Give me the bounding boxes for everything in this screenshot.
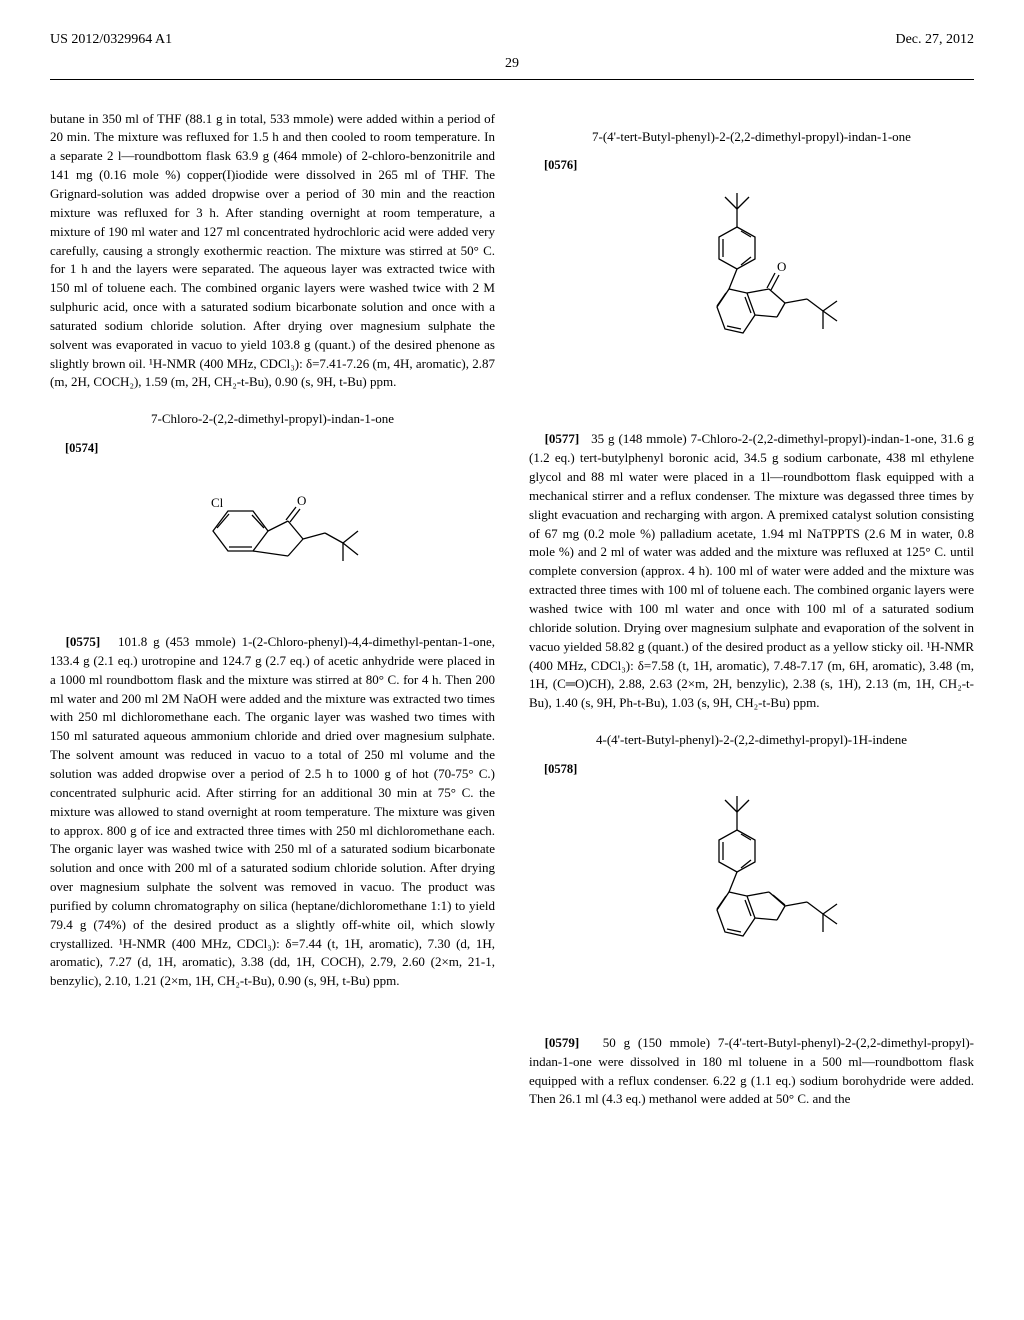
publication-date: Dec. 27, 2012 (895, 30, 974, 50)
compound-title-2: 7-(4'-tert-Butyl-phenyl)-2-(2,2-dimethyl… (529, 128, 974, 147)
para-0579-text: 50 g (150 mmole) 7-(4'-tert-Butyl-phenyl… (529, 1035, 974, 1107)
svg-text:O: O (777, 259, 786, 274)
structure-0576: O (529, 189, 974, 415)
para-num-0579: [0579] (545, 1035, 580, 1050)
para-0575-text: 101.8 g (453 mmole) 1-(2-Chloro-phenyl)-… (50, 634, 495, 988)
publication-number: US 2012/0329964 A1 (50, 30, 172, 50)
compound-title-3: 4-(4'-tert-Butyl-phenyl)-2-(2,2-dimethyl… (529, 731, 974, 750)
para-num-0575: [0575] (66, 634, 101, 649)
header-rule (50, 79, 974, 80)
para-num-0576: [0576] (544, 156, 974, 174)
para-0577: [0577] 35 g (148 mmole) 7-Chloro-2-(2,2-… (529, 430, 974, 713)
para-0575: [0575] 101.8 g (453 mmole) 1-(2-Chloro-p… (50, 633, 495, 991)
para-0573-cont: butane in 350 ml of THF (88.1 g in total… (50, 110, 495, 393)
para-0577-text: 35 g (148 mmole) 7-Chloro-2-(2,2-dimethy… (529, 431, 974, 710)
para-0579: [0579] 50 g (150 mmole) 7-(4'-tert-Butyl… (529, 1034, 974, 1109)
structure-0578 (529, 792, 974, 1018)
structure-0574: Cl O (50, 471, 495, 617)
page-number: 29 (50, 54, 974, 74)
para-num-0578: [0578] (544, 760, 974, 778)
two-column-layout: butane in 350 ml of THF (88.1 g in total… (50, 110, 974, 1122)
para-num-0577: [0577] (545, 431, 580, 446)
left-column: butane in 350 ml of THF (88.1 g in total… (50, 110, 495, 1122)
svg-text:Cl: Cl (211, 495, 224, 510)
para-num-0574: [0574] (65, 439, 495, 457)
compound-title-1: 7-Chloro-2-(2,2-dimethyl-propyl)-indan-1… (50, 410, 495, 429)
right-column: 7-(4'-tert-Butyl-phenyl)-2-(2,2-dimethyl… (529, 110, 974, 1122)
svg-text:O: O (297, 493, 306, 508)
